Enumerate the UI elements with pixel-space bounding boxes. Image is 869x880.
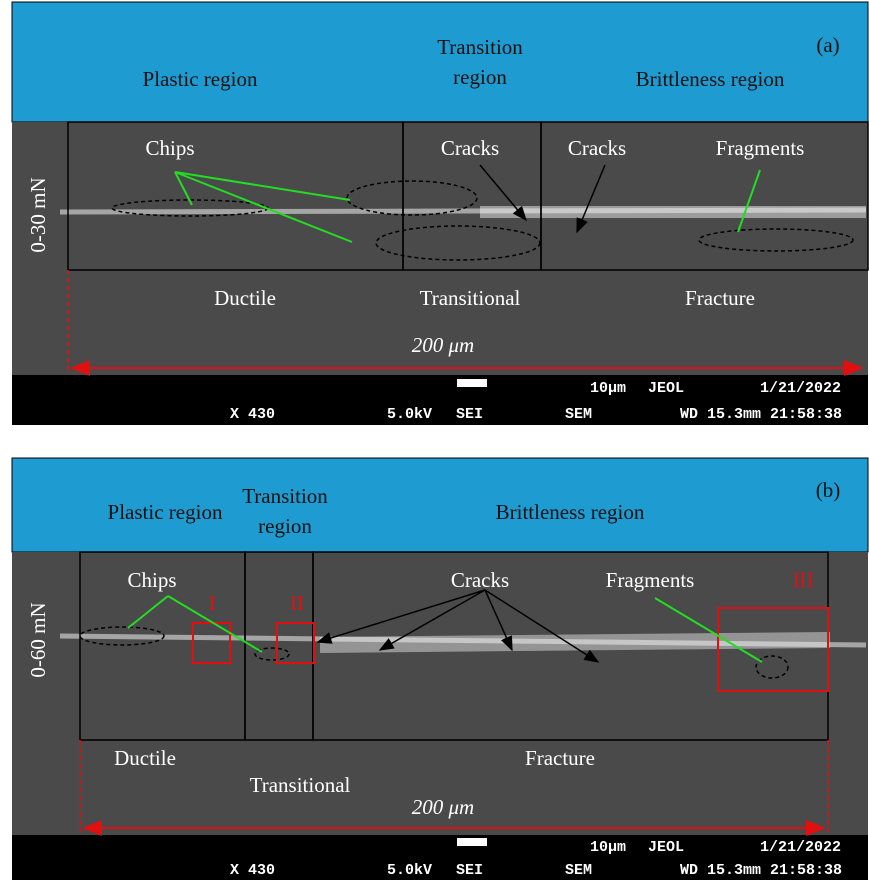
annotation: I <box>209 591 216 615</box>
load-label: 0-60 mN <box>26 602 50 677</box>
zone-label: Ductile <box>114 746 176 770</box>
region-label: region <box>453 65 507 89</box>
sem-text: JEOL <box>648 380 684 397</box>
annotation: Chips <box>145 136 194 160</box>
sem-text: SEM <box>565 406 592 423</box>
annotation: Cracks <box>441 136 499 160</box>
annotation: Cracks <box>568 136 626 160</box>
sem-text: 1/21/2022 <box>760 839 841 856</box>
region-label: Transition <box>437 35 523 59</box>
annotation: III <box>793 568 814 592</box>
region-label: Transition <box>242 484 328 508</box>
annotation: Cracks <box>451 568 509 592</box>
sem-text: X 430 <box>230 862 275 879</box>
sem-text: SEI <box>456 862 483 879</box>
sem-text: SEI <box>456 406 483 423</box>
figure: (a) Plastic region Transition region Bri… <box>0 0 869 880</box>
sem-text: X 430 <box>230 406 275 423</box>
panel-label: (b) <box>816 478 841 502</box>
sem-text: 5.0kV <box>387 862 432 879</box>
scale-label: 200 μm <box>412 333 474 357</box>
load-label: 0-30 mN <box>26 177 50 252</box>
zone-label: Fracture <box>685 286 755 310</box>
sem-text: 10μm <box>590 380 626 397</box>
region-label: Brittleness region <box>496 500 645 524</box>
sem-text: WD 15.3mm 21:58:38 <box>680 406 842 423</box>
sem-text: SEM <box>565 862 592 879</box>
micrograph <box>12 552 868 835</box>
zone-label: Transitional <box>250 773 351 797</box>
sem-text: 1/21/2022 <box>760 380 841 397</box>
region-label: Plastic region <box>108 500 223 524</box>
panel-a: (a) Plastic region Transition region Bri… <box>12 2 868 425</box>
region-label: region <box>258 514 312 538</box>
sem-text: WD 15.3mm 21:58:38 <box>680 862 842 879</box>
panel-label: (a) <box>816 33 839 57</box>
zone-label: Fracture <box>525 746 595 770</box>
zone-label: Ductile <box>214 286 276 310</box>
annotation: Fragments <box>716 136 805 160</box>
region-label: Brittleness region <box>636 67 785 91</box>
zone-label: Transitional <box>420 286 521 310</box>
scale-label: 200 μm <box>412 795 474 819</box>
panel-b: (b) Plastic region Transition region Bri… <box>12 458 868 880</box>
annotation: Chips <box>127 568 176 592</box>
sem-text: 5.0kV <box>387 406 432 423</box>
sem-text: JEOL <box>648 839 684 856</box>
header-band <box>12 2 868 122</box>
annotation: Fragments <box>606 568 695 592</box>
annotation: II <box>290 591 304 615</box>
region-label: Plastic region <box>143 67 258 91</box>
sem-text: 10μm <box>590 839 626 856</box>
